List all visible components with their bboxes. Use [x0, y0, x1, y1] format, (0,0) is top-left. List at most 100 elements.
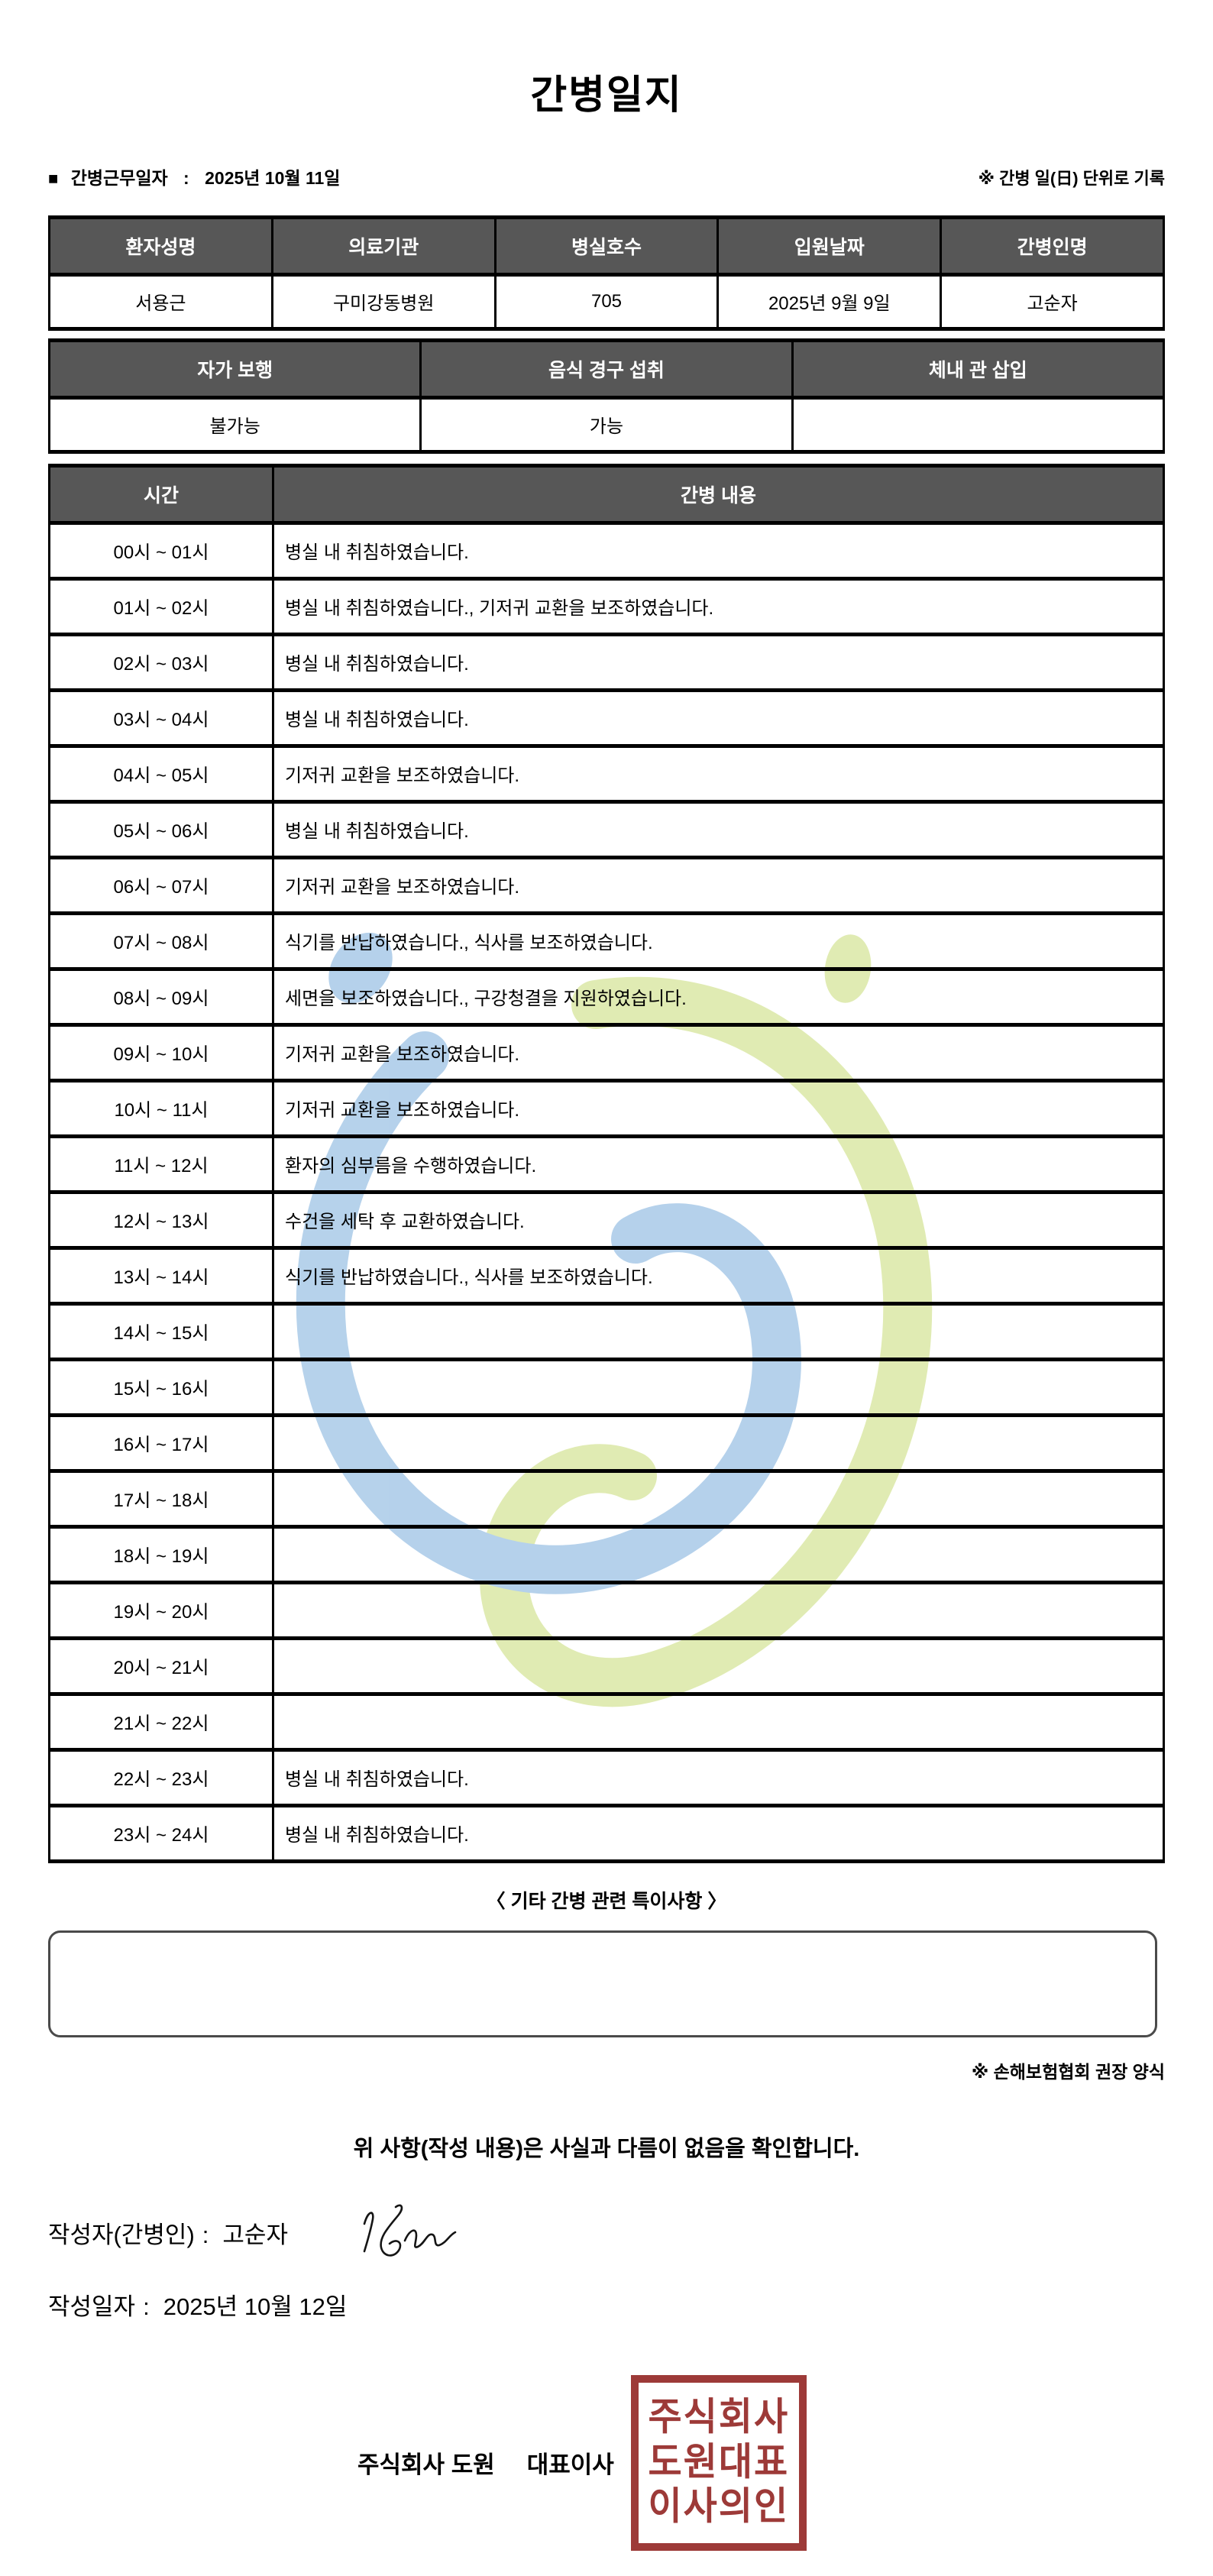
header-care-content: 간병 내용	[272, 463, 1165, 525]
care-log-row: 01시 ~ 02시 병실 내 취침하였습니다., 기저귀 교환을 보조하였습니다.	[48, 576, 1165, 636]
date-label: 작성일자	[48, 2293, 136, 2320]
care-log-row: 03시 ~ 04시 병실 내 취침하였습니다.	[48, 688, 1165, 748]
time-range-cell: 17시 ~ 18시	[48, 1468, 274, 1529]
time-range-cell: 04시 ~ 05시	[48, 743, 274, 804]
care-content-cell: 식기를 반납하였습니다., 식사를 보조하였습니다.	[272, 1245, 1165, 1306]
care-log-row: 04시 ~ 05시 기저귀 교환을 보조하였습니다.	[48, 743, 1165, 804]
patient-name-cell: 서용근	[48, 272, 273, 331]
company-name: 주식회사 도원	[357, 2451, 495, 2479]
patient-info-header-row: 환자성명 의료기관 병실호수 입원날짜 간병인명	[48, 215, 1165, 277]
time-range-cell: 23시 ~ 24시	[48, 1803, 274, 1863]
care-content-cell	[272, 1357, 1165, 1417]
care-log-row: 10시 ~ 11시 기저귀 교환을 보조하였습니다.	[48, 1078, 1165, 1138]
care-content-cell	[272, 1636, 1165, 1696]
stamp-line: 주식회사	[648, 2396, 790, 2438]
header-admission-date: 입원날짜	[716, 215, 943, 277]
time-range-cell: 16시 ~ 17시	[48, 1413, 274, 1473]
notes-box[interactable]	[48, 1930, 1157, 2037]
care-log-row: 23시 ~ 24시 병실 내 취침하였습니다.	[48, 1803, 1165, 1863]
time-range-cell: 05시 ~ 06시	[48, 799, 274, 859]
care-content-cell	[272, 1301, 1165, 1361]
care-log-row: 06시 ~ 07시 기저귀 교환을 보조하였습니다.	[48, 855, 1165, 915]
care-content-cell: 병실 내 취침하였습니다.	[272, 520, 1165, 581]
time-range-cell: 11시 ~ 12시	[48, 1134, 274, 1194]
time-range-cell: 12시 ~ 13시	[48, 1189, 274, 1250]
care-log-header-row: 시간 간병 내용	[48, 463, 1165, 525]
care-log-row: 17시 ~ 18시	[48, 1468, 1165, 1529]
header-patient-name: 환자성명	[48, 215, 273, 277]
care-log-row: 14시 ~ 15시	[48, 1301, 1165, 1361]
stamp-line: 도원대표	[648, 2441, 790, 2484]
time-range-cell: 18시 ~ 19시	[48, 1524, 274, 1584]
care-log-row: 05시 ~ 06시 병실 내 취침하였습니다.	[48, 799, 1165, 859]
care-log-row: 20시 ~ 21시	[48, 1636, 1165, 1696]
care-content-cell: 병실 내 취침하였습니다.	[272, 1747, 1165, 1807]
care-content-cell: 병실 내 취침하였습니다., 기저귀 교환을 보조하였습니다.	[272, 576, 1165, 636]
care-log-row: 09시 ~ 10시 기저귀 교환을 보조하였습니다.	[48, 1022, 1165, 1083]
care-content-cell: 기저귀 교환을 보조하였습니다.	[272, 1022, 1165, 1083]
time-range-cell: 02시 ~ 03시	[48, 632, 274, 692]
care-content-cell	[272, 1691, 1165, 1752]
time-range-cell: 20시 ~ 21시	[48, 1636, 274, 1696]
square-bullet-icon: ■	[48, 168, 59, 188]
care-log-row: 07시 ~ 08시 식기를 반납하였습니다., 식사를 보조하였습니다.	[48, 911, 1165, 971]
care-content-cell: 병실 내 취침하였습니다.	[272, 688, 1165, 748]
care-content-cell	[272, 1468, 1165, 1529]
patient-status-table: 자가 보행 음식 경구 섭취 체내 관 삽입 불가능 가능	[47, 338, 1166, 454]
admission-date-cell: 2025년 9월 9일	[716, 272, 943, 331]
care-content-cell	[272, 1580, 1165, 1640]
self-walking-cell: 불가능	[47, 395, 422, 454]
time-range-cell: 10시 ~ 11시	[48, 1078, 274, 1138]
header-medical-institution: 의료기관	[270, 215, 497, 277]
caregiver-name-cell: 고순자	[940, 272, 1165, 331]
colon-separator: :	[183, 167, 189, 188]
care-log-row: 00시 ~ 01시 병실 내 취침하였습니다.	[48, 520, 1165, 581]
writer-label: 작성자(간병인)	[48, 2221, 195, 2248]
company-text: 주식회사 도원 대표이사	[357, 2445, 614, 2480]
care-content-cell: 세면을 보조하였습니다., 구강청결을 지원하였습니다.	[272, 966, 1165, 1027]
oral-intake-cell: 가능	[419, 395, 794, 454]
work-date-value: 2025년 10월 11일	[205, 167, 341, 188]
medical-institution-cell: 구미강동병원	[270, 272, 497, 331]
ceo-title: 대표이사	[526, 2451, 614, 2479]
date-value: 2025년 10월 12일	[163, 2293, 348, 2320]
care-log-row: 08시 ~ 09시 세면을 보조하였습니다., 구강청결을 지원하였습니다.	[48, 966, 1165, 1027]
company-row: 주식회사 도원 대표이사 주식회사 도원대표 이사의인	[48, 2374, 1165, 2551]
care-content-cell: 기저귀 교환을 보조하였습니다.	[272, 743, 1165, 804]
time-range-cell: 00시 ~ 01시	[48, 520, 274, 581]
time-range-cell: 03시 ~ 04시	[48, 688, 274, 748]
colon-separator: :	[202, 2221, 209, 2248]
care-log-row: 19시 ~ 20시	[48, 1580, 1165, 1640]
corporate-seal-stamp: 주식회사 도원대표 이사의인	[630, 2374, 807, 2551]
written-date-row: 작성일자:2025년 10월 12일	[48, 2290, 1165, 2325]
care-content-cell: 환자의 심부름을 수행하였습니다.	[272, 1134, 1165, 1194]
care-content-cell: 병실 내 취침하였습니다.	[272, 632, 1165, 692]
time-range-cell: 01시 ~ 02시	[48, 576, 274, 636]
header-self-walking: 자가 보행	[47, 338, 422, 400]
care-content-cell: 기저귀 교환을 보조하였습니다.	[272, 855, 1165, 915]
care-log-row: 12시 ~ 13시 수건을 세탁 후 교환하였습니다.	[48, 1189, 1165, 1250]
care-content-cell	[272, 1413, 1165, 1473]
care-content-cell: 기저귀 교환을 보조하였습니다.	[272, 1078, 1165, 1138]
care-content-cell: 수건을 세탁 후 교환하였습니다.	[272, 1189, 1165, 1250]
writer-row: 작성자(간병인): 고순자	[48, 2204, 1165, 2257]
time-range-cell: 08시 ~ 09시	[48, 966, 274, 1027]
care-log-row: 02시 ~ 03시 병실 내 취침하였습니다.	[48, 632, 1165, 692]
care-log-row: 15시 ~ 16시	[48, 1357, 1165, 1417]
tube-insertion-cell	[791, 395, 1166, 454]
care-log-row: 21시 ~ 22시	[48, 1691, 1165, 1752]
meta-row: ■ 간병근무일자 : 2025년 10월 11일 ※ 간병 일(日) 단위로 기…	[48, 163, 1165, 189]
page-title: 간병일지	[530, 73, 683, 118]
care-log-table: 시간 간병 내용 00시 ~ 01시 병실 내 취침하였습니다. 01시 ~ 02시…	[48, 463, 1165, 1863]
time-range-cell: 14시 ~ 15시	[48, 1301, 274, 1361]
patient-status-value-row: 불가능 가능	[47, 395, 1166, 454]
care-work-date: ■ 간병근무일자 : 2025년 10월 11일	[48, 163, 340, 189]
patient-status-header-row: 자가 보행 음식 경구 섭취 체내 관 삽입	[47, 338, 1166, 400]
header-oral-intake: 음식 경구 섭취	[419, 338, 794, 400]
stamp-line: 이사의인	[648, 2485, 790, 2529]
record-unit-note: ※ 간병 일(日) 단위로 기록	[978, 168, 1165, 188]
care-log-row: 18시 ~ 19시	[48, 1524, 1165, 1584]
colon-separator: :	[143, 2293, 150, 2320]
time-range-cell: 21시 ~ 22시	[48, 1691, 274, 1752]
